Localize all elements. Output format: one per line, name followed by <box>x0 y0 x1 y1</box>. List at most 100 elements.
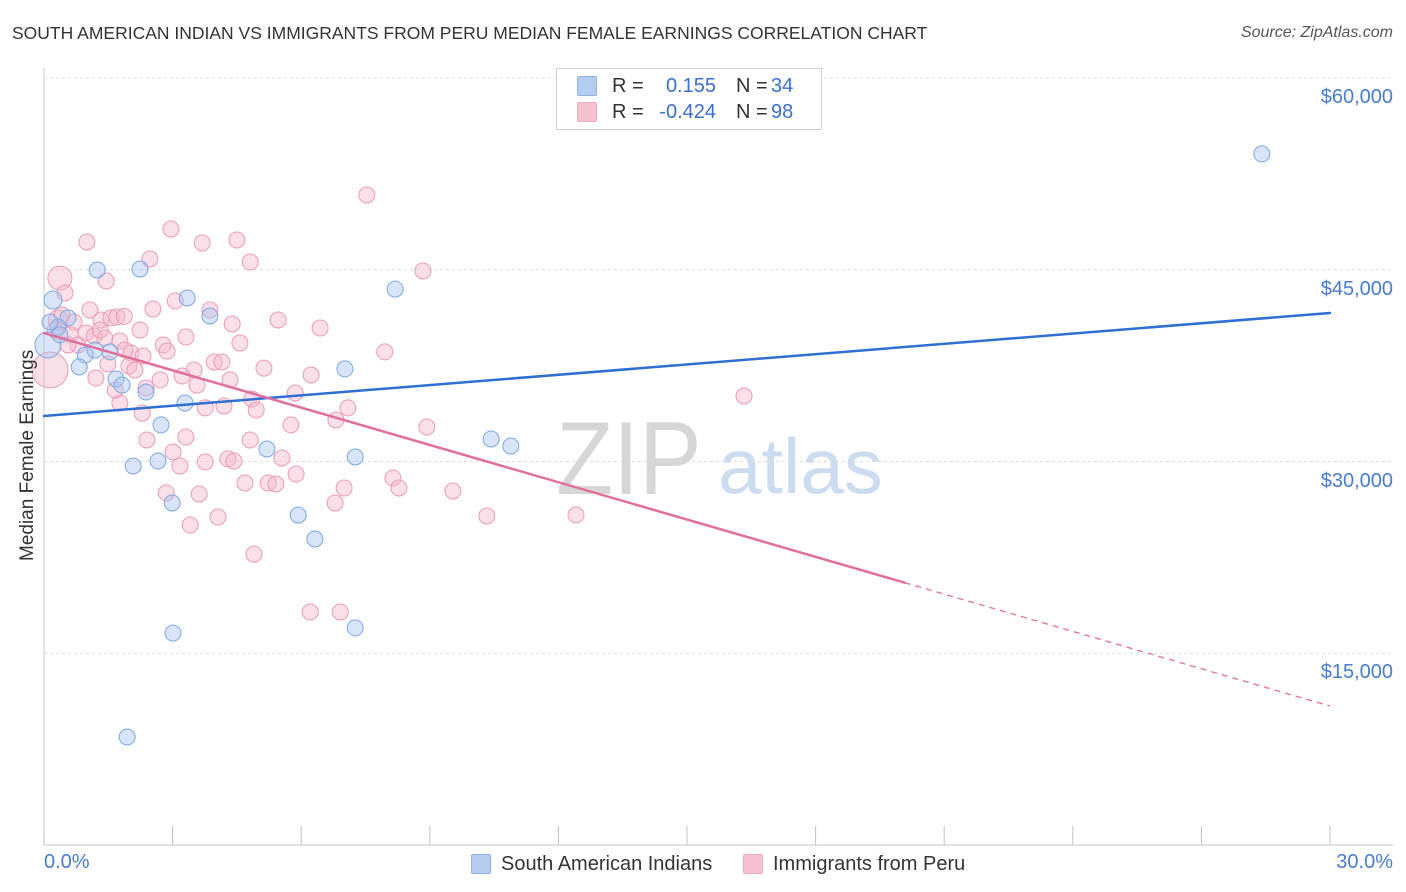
immigrants-from-peru-points <box>31 186 753 621</box>
south-american-indians-points <box>34 145 1271 746</box>
immigrants-from-peru-point <box>78 233 96 251</box>
immigrants-from-peru-point <box>209 508 227 526</box>
immigrants-from-peru-point <box>157 484 175 502</box>
immigrants-from-peru-point <box>91 321 109 339</box>
immigrants-from-peru-point <box>567 506 585 524</box>
axes <box>43 68 1393 846</box>
south-american-indians-point <box>137 383 155 401</box>
south-american-indians-point <box>178 289 196 307</box>
south-american-indians-point <box>386 280 404 298</box>
immigrants-from-peru-point <box>311 319 329 337</box>
immigrants-from-peru-point <box>97 272 115 290</box>
immigrants-from-peru-point <box>376 343 394 361</box>
scatter-points <box>31 145 1271 746</box>
south-american-indians-point <box>306 530 324 548</box>
immigrants-from-peru-point <box>390 479 408 497</box>
immigrants-from-peru-point <box>735 387 753 405</box>
immigrants-from-peru-point <box>181 516 199 534</box>
immigrants-from-peru-point <box>190 485 208 503</box>
immigrants-from-peru-point <box>158 342 176 360</box>
immigrants-from-peru-point <box>108 308 126 326</box>
series-swatch <box>577 102 597 122</box>
south-american-indians-point <box>41 313 59 331</box>
immigrants-from-peru-point <box>287 465 305 483</box>
south-american-indians-point <box>70 358 88 376</box>
immigrants-from-peru-point <box>286 384 304 402</box>
south-american-indians-point <box>152 416 170 434</box>
south-american-indians-trend-line <box>42 311 1332 418</box>
south-american-indians-point <box>43 290 63 310</box>
immigrants-from-peru-point <box>177 428 195 446</box>
n-label: N = <box>736 101 768 123</box>
chart-title: SOUTH AMERICAN INDIAN VS IMMIGRANTS FROM… <box>12 23 928 43</box>
immigrants-from-peru-point <box>302 366 320 384</box>
n-label: N = <box>736 75 768 97</box>
correlation-stats-legend: R = 0.155 N = 34 R = -0.424 N = 98 <box>556 68 822 130</box>
south-american-indians-point <box>149 452 167 470</box>
immigrants-from-peru-point <box>223 315 241 333</box>
immigrants-from-peru-point <box>196 453 214 471</box>
immigrants-from-peru-point <box>358 186 376 204</box>
south-american-indians-point <box>34 331 62 359</box>
immigrants-from-peru-point <box>126 361 144 379</box>
south-american-indians-point <box>346 448 364 466</box>
immigrants-from-peru-point <box>282 416 300 434</box>
immigrants-from-peru-point <box>225 452 243 470</box>
immigrants-from-peru-point <box>444 482 462 500</box>
r-label: R = <box>612 75 644 97</box>
south-american-indians-point <box>482 430 500 448</box>
south-american-indians-point <box>346 619 364 637</box>
immigrants-from-peru-point <box>384 469 402 487</box>
trend-lines <box>42 311 1332 707</box>
immigrants-from-peru-point <box>177 328 195 346</box>
immigrants-from-peru-point <box>116 341 134 359</box>
y-tick-label: $30,000 <box>1320 469 1393 492</box>
south-american-indians-point <box>164 624 182 642</box>
immigrants-from-peru-point <box>331 603 349 621</box>
south-american-indians-point <box>107 370 125 388</box>
immigrants-from-peru-point <box>478 507 496 525</box>
south-american-indians-point <box>201 307 219 325</box>
immigrants-from-peru-point <box>269 311 287 329</box>
immigrants-from-peru-point <box>111 332 129 350</box>
immigrants-from-peru-point <box>162 220 180 238</box>
immigrants-from-peru-trend-extrapolation <box>904 582 1331 707</box>
n-value: 98 <box>771 101 794 123</box>
south-american-indians-point <box>502 437 520 455</box>
south-american-indians-point <box>124 457 142 475</box>
stats-row-south-american-indians: R = 0.155 N = 34 <box>557 74 821 98</box>
immigrants-from-peru-point <box>335 479 353 497</box>
south-american-indians-point <box>113 376 131 394</box>
immigrants-from-peru-point <box>414 262 432 280</box>
immigrants-from-peru-point <box>131 321 149 339</box>
immigrants-from-peru-trend-line <box>42 331 907 584</box>
x-tick-label: 0.0% <box>44 851 90 873</box>
south-american-indians-point <box>258 440 276 458</box>
legend-swatch <box>743 854 763 874</box>
immigrants-from-peru-point <box>213 353 231 371</box>
immigrants-from-peru-point <box>255 359 273 377</box>
immigrants-from-peru-point <box>231 334 249 352</box>
source-credit: Source: ZipAtlas.com <box>1240 24 1393 41</box>
immigrants-from-peru-point <box>418 418 436 436</box>
south-american-indians-point <box>1253 145 1271 163</box>
south-american-indians-point <box>336 360 354 378</box>
immigrants-from-peru-point <box>301 603 319 621</box>
immigrants-from-peru-point <box>241 431 259 449</box>
gridlines <box>44 77 1393 654</box>
r-label: R = <box>612 101 644 123</box>
south-american-indians-point <box>88 261 106 279</box>
legend-label: Immigrants from Peru <box>773 853 966 875</box>
south-american-indians-point <box>289 506 307 524</box>
immigrants-from-peru-point <box>87 369 105 387</box>
immigrants-from-peru-point <box>115 307 133 325</box>
south-american-indians-point <box>118 728 136 746</box>
south-american-indians-point <box>163 494 181 512</box>
immigrants-from-peru-point <box>201 301 219 319</box>
immigrants-from-peru-point <box>137 379 155 397</box>
legend-swatch <box>471 854 491 874</box>
series-swatch <box>577 76 597 96</box>
y-axis-title: Median Female Earnings <box>17 349 38 561</box>
